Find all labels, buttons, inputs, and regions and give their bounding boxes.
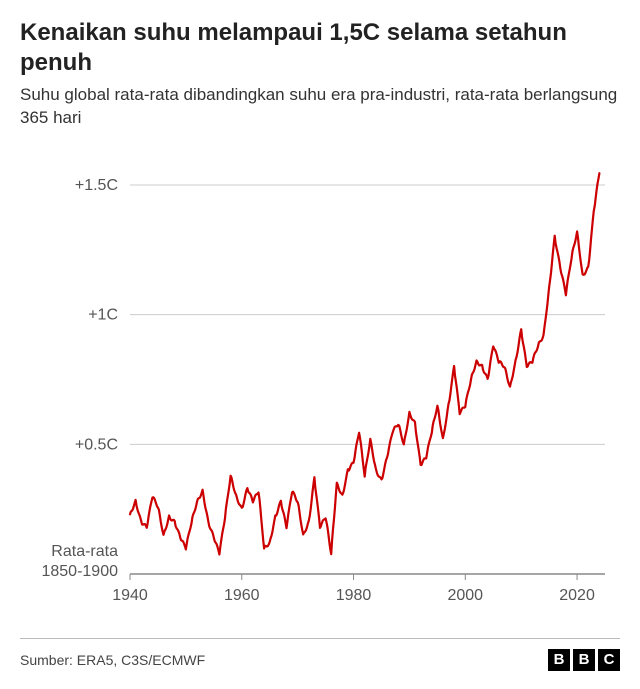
chart-area: +0.5C +1C +1.5C Rata-rata 1850-1900 1940 1960 1… — [20, 144, 620, 634]
chart-subtitle: Suhu global rata-rata dibandingkan suhu … — [20, 84, 620, 130]
svg-text:1960: 1960 — [224, 587, 260, 604]
bbc-logo-letter: C — [598, 649, 620, 671]
svg-text:1850-1900: 1850-1900 — [41, 563, 118, 580]
svg-text:1940: 1940 — [112, 587, 148, 604]
svg-text:1980: 1980 — [336, 587, 372, 604]
svg-text:+1.5C: +1.5C — [75, 177, 118, 194]
chart-container: Kenaikan suhu melampaui 1,5C selama seta… — [0, 0, 640, 683]
svg-text:+0.5C: +0.5C — [75, 436, 118, 453]
svg-text:Rata-rata: Rata-rata — [51, 543, 118, 560]
bbc-logo: B B C — [548, 649, 620, 671]
svg-text:2000: 2000 — [447, 587, 483, 604]
chart-footer: Sumber: ERA5, C3S/ECMWF B B C — [20, 638, 620, 671]
svg-text:2020: 2020 — [559, 587, 595, 604]
bbc-logo-letter: B — [573, 649, 595, 671]
svg-text:+1C: +1C — [88, 307, 118, 324]
bbc-logo-letter: B — [548, 649, 570, 671]
source-label: Sumber: ERA5, C3S/ECMWF — [20, 652, 205, 668]
chart-title: Kenaikan suhu melampaui 1,5C selama seta… — [20, 18, 620, 78]
line-chart-svg: +0.5C +1C +1.5C Rata-rata 1850-1900 1940 1960 1… — [20, 144, 620, 634]
